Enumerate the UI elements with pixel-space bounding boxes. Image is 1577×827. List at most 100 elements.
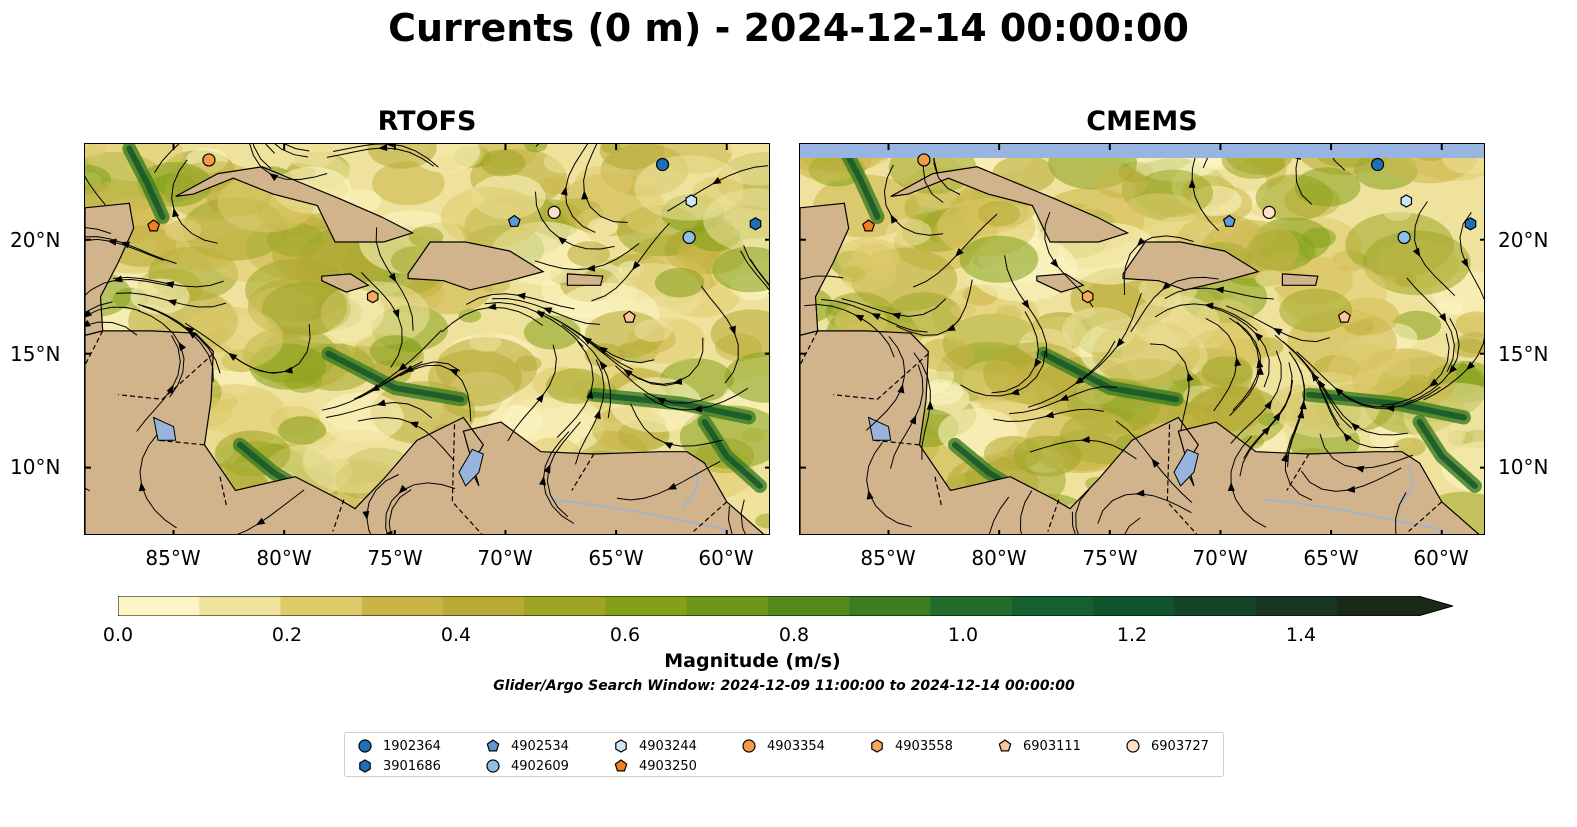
lon-label-60w-left: 60°W [698,546,754,570]
float-marker-4903244 [1400,194,1413,208]
streamline-arrow [1466,361,1475,371]
streamline [283,144,310,152]
speed-contour [515,355,542,372]
streamline-arrow [487,303,497,310]
streamline-arrow [623,368,633,378]
float-marker-6903727 [547,205,561,219]
streamline-arrow [1116,338,1125,348]
colorbar-segment [199,596,282,616]
streamline-arrow [692,405,702,413]
streamline-arrow [1151,458,1160,468]
streamline-arrow [586,389,594,399]
legend-marker-shape [486,759,500,773]
streamline-arrow [557,236,567,245]
streamline [1124,517,1141,534]
speed-contour [852,243,893,267]
float-symbol [1464,217,1477,231]
speed-contour [1294,167,1361,207]
speed-contour [1436,299,1463,316]
streamline-arrow [955,247,964,257]
streamline [252,144,272,170]
float-marker-1902364 [655,157,670,172]
streamline-arrow [85,320,91,328]
float-marker-6903727 [1262,205,1276,219]
jet-contour [591,391,752,421]
speed-contour [469,332,502,352]
land-central [800,330,1480,534]
streamline-arrow [388,272,397,283]
lat-label-15n-left: 15°N [10,342,61,366]
lon-label-70w-left: 70°W [477,546,533,570]
float-symbol [1370,157,1385,172]
colorbar-segment [1174,596,1257,616]
jet-contour [1416,419,1478,489]
colorbar-segment [686,596,769,616]
streamline [1395,492,1407,534]
streamline-arrow [536,393,545,403]
streamline [727,505,733,534]
speed-contour [725,144,747,155]
legend-marker-icon [359,759,371,773]
speed-contour [1201,356,1253,387]
streamline-arrow [1135,489,1145,497]
streamline-arrow [1461,258,1469,268]
map-cmems[interactable] [799,143,1485,535]
jet-contour [841,145,881,220]
streamline [1104,534,1122,535]
speed-contour [294,239,382,292]
colorbar-segment [361,596,444,616]
speed-contour [703,188,769,253]
map-rtofs[interactable] [84,143,770,535]
colorbar-extend-arrow [1418,596,1453,616]
speed-contour [959,235,1039,283]
streamline-arrow [1385,404,1395,412]
streamline-arrow [1439,313,1447,323]
float-marker-3901686 [749,217,762,231]
streamline-arrow [909,414,917,425]
speed-contour [918,338,975,372]
streamline-arrow [384,144,394,148]
speed-contour [655,267,705,298]
speed-contour [1095,166,1148,199]
float-symbol [507,214,521,227]
streamline-arrow [1334,387,1344,396]
legend-label: 4902534 [511,738,569,754]
border-line [85,330,104,366]
speed-contour [587,217,619,236]
streamline-arrow [1188,178,1196,188]
colorbar-segment [768,596,850,616]
streamline-arrow [178,341,187,352]
legend-marker-icon [871,739,883,753]
streamline-arrow [255,517,266,526]
speed-contour [1189,385,1267,432]
speed-contour [1455,311,1484,337]
float-symbol [1081,290,1094,304]
lat-label-20n-right: 20°N [1498,228,1549,252]
colorbar-segment [118,596,200,616]
float-symbol [366,290,379,304]
streamline-arrow [663,441,674,450]
speed-contour [712,246,769,293]
speed-contour [885,218,932,247]
float-marker-4903354 [202,153,216,167]
streamline-arrow [166,384,174,395]
colorbar-segment [280,596,363,616]
streamline-arrow [890,214,898,224]
streamline-arrow [632,261,641,271]
streamline-arrow [1429,378,1439,387]
streamline-arrow [599,360,608,370]
lat-label-10n-right: 10°N [1498,455,1549,479]
float-symbol [749,217,762,231]
streamline-arrow [593,409,601,420]
streamline [740,499,746,534]
legend-item: 3901686 [357,756,441,776]
lon-label-70w-right: 70°W [1192,546,1248,570]
lon-label-80w-right: 80°W [971,546,1027,570]
float-marker-4902534 [507,214,521,227]
panel-title-rtofs: RTOFS [377,106,477,137]
speed-contour [1279,288,1353,333]
lat-label-10n-left: 10°N [10,455,61,479]
streamline-arrow [1044,411,1055,419]
colorbar-tick: 1.0 [947,624,979,646]
float-symbol [1400,194,1413,208]
